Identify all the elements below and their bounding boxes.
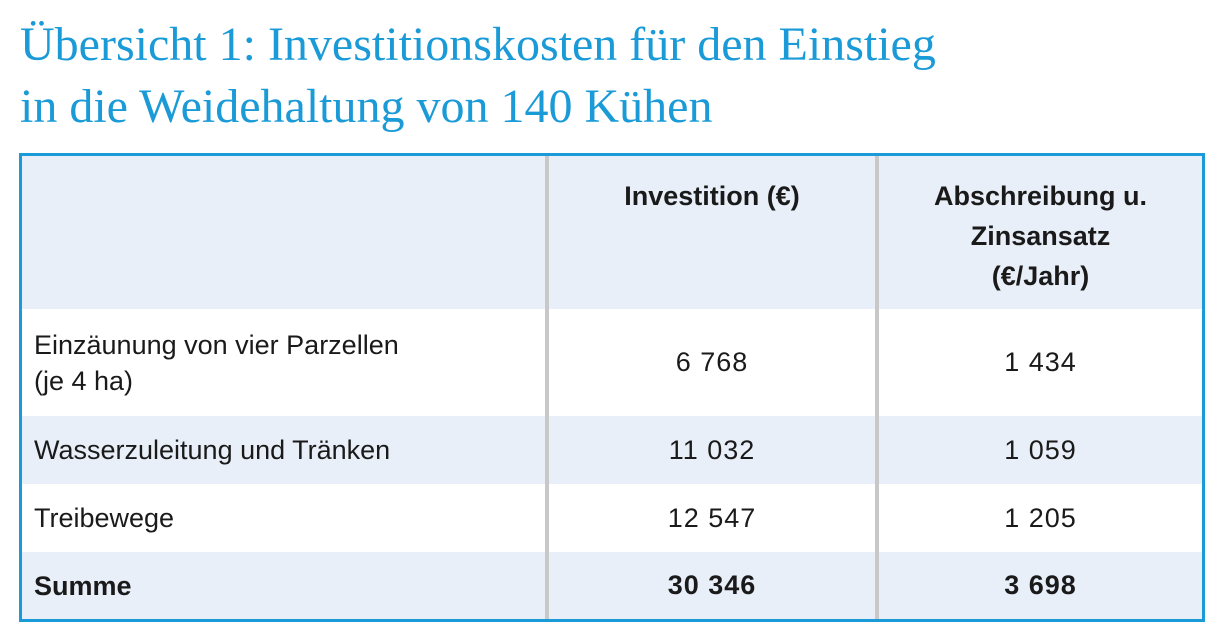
table-row: Treibewege 12 547 1 205 xyxy=(22,484,1202,552)
title-line-2: in die Weidehaltung von 140 Kühen xyxy=(20,80,713,133)
row-label-summe: Summe xyxy=(34,570,132,601)
investment-table-frame: Investition (€) Abschreibung u. Zinsansa… xyxy=(19,153,1205,622)
header-abschreibung-line-2: Zinsansatz xyxy=(970,221,1111,251)
table-total-row: Summe 30 346 3 698 xyxy=(22,552,1202,619)
table-header-row: Investition (€) Abschreibung u. Zinsansa… xyxy=(22,156,1202,309)
row-label-treibewege: Treibewege xyxy=(34,503,175,533)
cell-abschreibung: 1 205 xyxy=(875,484,1202,552)
header-abschreibung-line-3: (€/Jahr) xyxy=(991,261,1090,291)
row-label-line-1: Einzäunung von vier Parzellen xyxy=(34,329,399,360)
cell-abschreibung: 1 059 xyxy=(875,416,1202,484)
row-label-line-2: (je 4 ha) xyxy=(34,365,134,396)
total-abschreibung: 3 698 xyxy=(875,552,1202,619)
header-investition-label: Investition (€) xyxy=(624,181,800,211)
total-investition: 30 346 xyxy=(545,552,877,619)
cell-investition: 6 768 xyxy=(545,309,877,416)
header-cell-investition: Investition (€) xyxy=(545,156,877,309)
title-line-1: Übersicht 1: Investitionskosten für den … xyxy=(20,18,936,71)
cell-abschreibung: 1 434 xyxy=(875,309,1202,416)
page-title: Übersicht 1: Investitionskosten für den … xyxy=(20,14,1210,138)
cell-investition: 11 032 xyxy=(545,416,877,484)
cell-investition: 12 547 xyxy=(545,484,877,552)
header-cell-empty xyxy=(22,156,547,309)
table-row: Wasserzuleitung und Tränken 11 032 1 059 xyxy=(22,416,1202,484)
investment-table: Investition (€) Abschreibung u. Zinsansa… xyxy=(22,156,1202,619)
header-abschreibung-line-1: Abschreibung u. xyxy=(933,181,1147,211)
table-row: Einzäunung von vier Parzellen (je 4 ha) … xyxy=(22,309,1202,416)
row-label-einzaeunung: Einzäunung von vier Parzellen (je 4 ha) xyxy=(22,309,547,416)
row-label-wasserzuleitung: Wasserzuleitung und Tränken xyxy=(34,435,391,465)
header-cell-abschreibung: Abschreibung u. Zinsansatz (€/Jahr) xyxy=(875,156,1202,309)
